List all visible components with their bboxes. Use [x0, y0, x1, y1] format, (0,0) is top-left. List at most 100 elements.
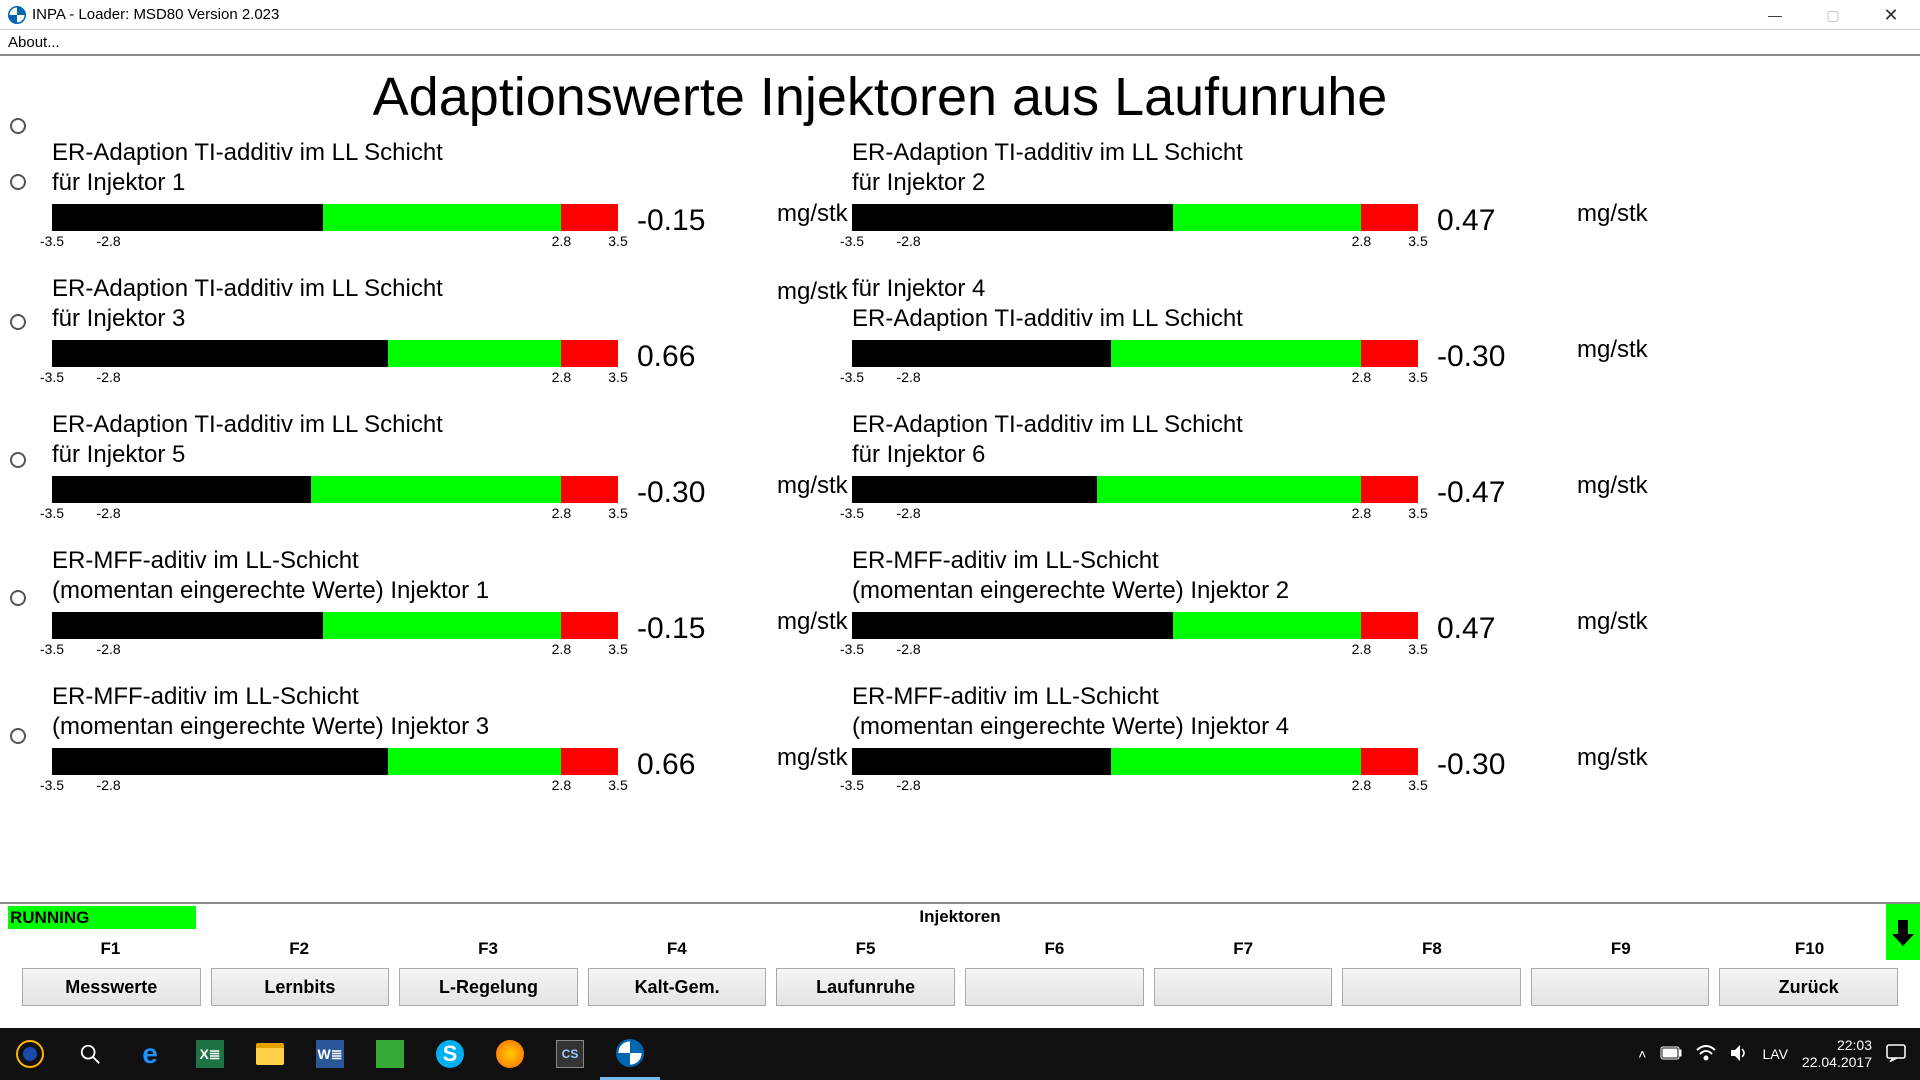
gauge-bar — [52, 612, 618, 639]
fkey-button-f9[interactable] — [1531, 968, 1710, 1006]
fkey-buttons-row: Messwerte LernbitsL-Regelung Kalt-Gem.Lauf… — [0, 964, 1920, 1006]
word-icon[interactable]: W≣ — [300, 1028, 360, 1080]
maximize-button[interactable]: ▢ — [1804, 0, 1862, 30]
menu-about[interactable]: About... — [8, 34, 60, 51]
volume-icon[interactable] — [1730, 1045, 1748, 1064]
gauge-label: ER-Adaption TI-additiv im LL Schichtfür … — [52, 138, 592, 198]
close-button[interactable]: ✕ — [1862, 0, 1920, 30]
gauge-value: -0.30 — [637, 476, 705, 510]
gauge-unit: mg/stk — [777, 278, 848, 306]
fkey-label-f6: F6 — [960, 934, 1149, 964]
fkey-button-f8[interactable] — [1342, 968, 1521, 1006]
gauge-scale: -3.5-2.82.83.5 — [852, 503, 1418, 521]
notifications-icon[interactable] — [1886, 1044, 1906, 1065]
gauge-3-right: ER-MFF-aditiv im LL-Schicht(momentan ein… — [852, 546, 1392, 657]
gauge-unit: mg/stk — [1577, 608, 1648, 636]
clock[interactable]: 22:03 22.04.2017 — [1802, 1037, 1872, 1071]
app-icon-1[interactable] — [360, 1028, 420, 1080]
gauge-unit: mg/stk — [777, 200, 848, 228]
gauge-value: -0.47 — [1437, 476, 1505, 510]
gauge-bar — [852, 204, 1418, 231]
fkey-label-f4: F4 — [582, 934, 771, 964]
language-indicator[interactable]: LAV — [1762, 1046, 1787, 1062]
gauge-bar — [52, 340, 618, 367]
gauge-value: 0.47 — [1437, 204, 1495, 238]
gauge-label: ER-Adaption TI-additiv im LL Schichtfür … — [852, 138, 1392, 198]
radio-indicator-2[interactable] — [10, 314, 26, 330]
gauge-unit: mg/stk — [777, 744, 848, 772]
app-icon-2[interactable]: CS — [540, 1028, 600, 1080]
fkey-label-f1: F1 — [16, 934, 205, 964]
gauge-unit: mg/stk — [777, 472, 848, 500]
gauge-4-left: ER-MFF-aditiv im LL-Schicht(momentan ein… — [52, 682, 592, 793]
excel-icon[interactable]: X≣ — [180, 1028, 240, 1080]
tray: ˄ LAV 22:03 22.04.2017 — [1638, 1037, 1920, 1071]
radio-indicator-4[interactable] — [10, 590, 26, 606]
gauge-bar — [852, 476, 1418, 503]
fkey-label-f7: F7 — [1149, 934, 1338, 964]
fkey-button-f5[interactable]: Laufunruhe — [776, 968, 955, 1006]
radio-indicator-3[interactable] — [10, 452, 26, 468]
gauge-label: ER-MFF-aditiv im LL-Schicht(momentan ein… — [852, 682, 1392, 742]
gauge-unit: mg/stk — [1577, 744, 1648, 772]
explorer-icon[interactable] — [240, 1028, 300, 1080]
app-icon — [8, 6, 26, 24]
gauge-row-0: ER-Adaption TI-additiv im LL Schichtfür … — [52, 138, 1920, 249]
gauge-bar — [852, 612, 1418, 639]
inpa-taskbar-icon[interactable] — [600, 1028, 660, 1080]
status-line: RUNNING Injektoren — [0, 904, 1920, 930]
gauge-row-3: ER-MFF-aditiv im LL-Schicht(momentan ein… — [52, 546, 1920, 657]
window-controls: — ▢ ✕ — [1746, 0, 1920, 30]
fkey-label-f3: F3 — [394, 934, 583, 964]
gauge-0-left: ER-Adaption TI-additiv im LL Schichtfür … — [52, 138, 592, 249]
gauge-row-2: ER-Adaption TI-additiv im LL Schichtfür … — [52, 410, 1920, 521]
gauge-value: -0.15 — [637, 204, 705, 238]
search-icon[interactable] — [60, 1028, 120, 1080]
fkey-button-f6[interactable] — [965, 968, 1144, 1006]
fkey-button-f7[interactable] — [1154, 968, 1333, 1006]
gauge-scale: -3.5-2.82.83.5 — [52, 231, 618, 249]
fkey-button-f4[interactable]: Kalt-Gem. — [588, 968, 767, 1006]
fkey-button-f3[interactable]: L-Regelung — [399, 968, 578, 1006]
content-area: Adaptionswerte Injektoren aus Laufunruhe… — [0, 56, 1920, 902]
gauge-unit: mg/stk — [1577, 472, 1648, 500]
gauge-value: 0.66 — [637, 340, 695, 374]
fkey-button-f2[interactable]: Lernbits — [211, 968, 390, 1006]
taskbar: e X≣ W≣ S CS ˄ LAV 22:03 22.04.2017 — [0, 1028, 1920, 1080]
gauge-label: ER-Adaption TI-additiv im LL Schichtfür … — [52, 274, 592, 334]
fkey-button-f1[interactable]: Messwerte — [22, 968, 201, 1006]
gauge-row-4: ER-MFF-aditiv im LL-Schicht(momentan ein… — [52, 682, 1920, 793]
fkey-labels-row: F1F2F3F4F5F6F7F8F9F10 — [0, 930, 1920, 964]
wifi-icon[interactable] — [1696, 1045, 1716, 1064]
page-title: Adaptionswerte Injektoren aus Laufunruhe — [280, 56, 1480, 138]
gauge-bar — [852, 340, 1418, 367]
tray-chevron-icon[interactable]: ˄ — [1638, 1046, 1646, 1062]
gauge-label: ER-MFF-aditiv im LL-Schicht(momentan ein… — [52, 682, 592, 742]
window-titlebar: INPA - Loader: MSD80 Version 2.023 — ▢ ✕ — [0, 0, 1920, 30]
fkey-button-f10[interactable]: Zurück — [1719, 968, 1898, 1006]
radio-indicator-5[interactable] — [10, 728, 26, 744]
firefox-icon[interactable] — [480, 1028, 540, 1080]
edge-icon[interactable]: e — [120, 1028, 180, 1080]
gauge-value: 0.66 — [637, 748, 695, 782]
gauge-scale: -3.5-2.82.83.5 — [852, 367, 1418, 385]
fkey-label-f9: F9 — [1526, 934, 1715, 964]
skype-icon[interactable]: S — [420, 1028, 480, 1080]
gauge-label: ER-MFF-aditiv im LL-Schicht(momentan ein… — [52, 546, 592, 606]
gauge-scale: -3.5-2.82.83.5 — [852, 231, 1418, 249]
gauge-0-right: ER-Adaption TI-additiv im LL Schichtfür … — [852, 138, 1392, 249]
fkey-label-f5: F5 — [771, 934, 960, 964]
gauge-1-right: für Injektor 4ER-Adaption TI-additiv im … — [852, 274, 1392, 385]
bottom-bar: RUNNING Injektoren F1F2F3F4F5F6F7F8F9F10… — [0, 902, 1920, 1028]
status-running: RUNNING — [8, 906, 196, 929]
gauge-4-right: ER-MFF-aditiv im LL-Schicht(momentan ein… — [852, 682, 1392, 793]
start-button[interactable] — [0, 1028, 60, 1080]
radio-indicator-0[interactable] — [10, 118, 26, 134]
gauge-bar — [52, 748, 618, 775]
clock-date: 22.04.2017 — [1802, 1054, 1872, 1071]
radio-indicator-1[interactable] — [10, 174, 26, 190]
scroll-down-icon[interactable] — [1886, 904, 1920, 960]
fkey-label-f10: F10 — [1715, 934, 1904, 964]
battery-icon[interactable] — [1660, 1046, 1682, 1063]
minimize-button[interactable]: — — [1746, 0, 1804, 30]
